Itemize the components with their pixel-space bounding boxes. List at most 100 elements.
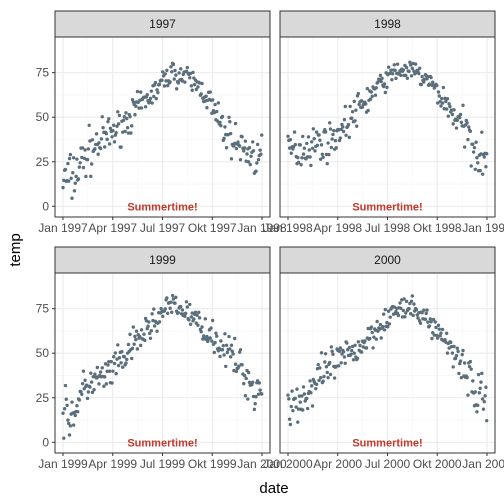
- data-point: [288, 137, 293, 142]
- data-point: [444, 331, 449, 335]
- data-point: [81, 369, 86, 373]
- data-point: [412, 69, 416, 73]
- data-point: [203, 317, 207, 321]
- data-point: [309, 163, 313, 168]
- y-tick-label: 0: [42, 435, 49, 449]
- data-point: [338, 136, 343, 140]
- data-point: [217, 346, 221, 350]
- data-point: [165, 311, 170, 316]
- data-point: [393, 68, 397, 73]
- data-point: [426, 320, 430, 324]
- data-point: [183, 314, 187, 318]
- data-point: [256, 158, 261, 162]
- data-point: [147, 320, 151, 324]
- data-point: [244, 376, 248, 381]
- data-point: [108, 126, 113, 131]
- data-point: [347, 345, 352, 350]
- data-point: [373, 93, 378, 97]
- data-point: [359, 99, 364, 103]
- data-point: [457, 371, 461, 376]
- data-point: [356, 91, 361, 96]
- data-point: [227, 334, 231, 339]
- data-point: [476, 403, 480, 408]
- data-point: [177, 71, 181, 75]
- data-point: [420, 74, 424, 79]
- data-point: [242, 149, 246, 153]
- data-point: [302, 146, 307, 150]
- data-point: [323, 360, 327, 364]
- data-point: [72, 189, 77, 193]
- data-point: [471, 142, 475, 146]
- data-point: [117, 356, 122, 360]
- data-point: [364, 346, 369, 350]
- data-point: [125, 357, 129, 362]
- data-point: [246, 160, 251, 164]
- data-point: [305, 406, 310, 411]
- data-point: [408, 60, 412, 64]
- data-point: [359, 350, 364, 354]
- data-point: [100, 366, 104, 370]
- data-point: [253, 402, 257, 406]
- data-point: [445, 97, 450, 101]
- data-point: [484, 165, 488, 169]
- data-point: [352, 99, 356, 104]
- data-point: [66, 418, 70, 422]
- data-point: [168, 306, 172, 310]
- data-point: [131, 325, 136, 329]
- data-point: [418, 321, 423, 325]
- y-tick-label: 50: [36, 346, 50, 360]
- data-point: [476, 372, 481, 377]
- data-point: [314, 382, 319, 386]
- data-point: [456, 349, 460, 354]
- data-point: [174, 73, 178, 77]
- data-point: [383, 307, 388, 312]
- data-point: [234, 146, 239, 151]
- data-point: [350, 116, 354, 120]
- data-point: [222, 136, 226, 141]
- data-point: [107, 359, 111, 364]
- data-point: [257, 381, 261, 385]
- data-point: [63, 167, 68, 172]
- data-point: [246, 370, 251, 375]
- data-point: [84, 174, 88, 179]
- x-tick-label: Jul 1998: [365, 221, 411, 235]
- data-point: [163, 307, 167, 311]
- data-point: [74, 174, 78, 179]
- data-point: [351, 358, 356, 362]
- data-point: [328, 121, 332, 125]
- data-point: [455, 346, 459, 350]
- data-point: [305, 155, 310, 159]
- data-point: [183, 311, 188, 315]
- data-point: [162, 84, 167, 88]
- y-tick-label: 75: [36, 302, 50, 316]
- data-point: [110, 135, 114, 139]
- data-point: [430, 336, 434, 341]
- data-point: [478, 386, 482, 390]
- data-point: [154, 96, 158, 101]
- data-point: [396, 313, 401, 318]
- data-point: [322, 374, 326, 379]
- data-point: [170, 310, 174, 314]
- data-point: [446, 114, 450, 118]
- data-point: [376, 80, 380, 84]
- data-point: [409, 74, 414, 78]
- y-tick-label: 0: [42, 199, 49, 213]
- data-point: [62, 407, 67, 411]
- data-point: [295, 387, 299, 391]
- data-point: [326, 141, 330, 145]
- data-point: [444, 99, 448, 104]
- data-point: [197, 310, 201, 315]
- data-point: [179, 304, 183, 309]
- data-point: [324, 152, 329, 157]
- data-point: [296, 155, 300, 160]
- data-point: [375, 319, 379, 324]
- data-point: [80, 392, 84, 397]
- data-point: [77, 398, 82, 402]
- data-point: [482, 399, 486, 404]
- data-point: [196, 323, 200, 328]
- data-point: [247, 146, 252, 150]
- data-point: [302, 392, 307, 396]
- data-point: [481, 407, 486, 411]
- data-point: [337, 364, 341, 368]
- data-point: [447, 102, 451, 106]
